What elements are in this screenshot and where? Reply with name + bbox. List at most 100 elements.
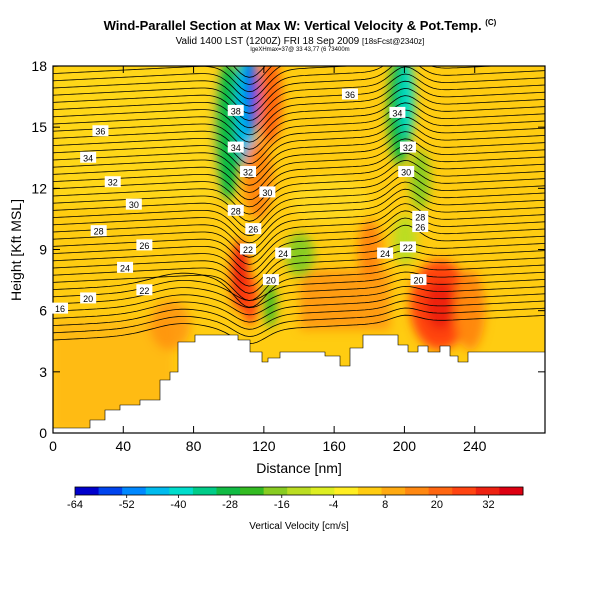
colorbar-tick-label: 32 bbox=[482, 499, 494, 511]
isentrope-label: 26 bbox=[139, 241, 149, 251]
colorbar-tick-label: -16 bbox=[274, 499, 290, 511]
colorbar-swatch bbox=[75, 487, 100, 495]
colorbar-swatch bbox=[240, 487, 265, 495]
isentrope bbox=[53, 249, 545, 294]
isentrope bbox=[53, 116, 545, 172]
x-tick-label: 80 bbox=[186, 438, 202, 454]
isentrope-label: 24 bbox=[120, 263, 130, 273]
y-tick-label: 15 bbox=[31, 119, 47, 135]
isentrope-label-bg bbox=[104, 176, 121, 188]
isentrope bbox=[53, 257, 545, 301]
isentrope-label-bg bbox=[399, 141, 416, 153]
isentrope bbox=[53, 123, 545, 179]
isentrope bbox=[53, 217, 545, 273]
colorbar-tick-label: -40 bbox=[170, 499, 186, 511]
x-axis: 0 40 80 120 160 200 240 bbox=[49, 66, 487, 454]
isentrope-label-bg bbox=[341, 88, 358, 100]
x-tick-label: 120 bbox=[252, 438, 276, 454]
isentrope-label-bg bbox=[80, 151, 97, 163]
colorbar-swatch bbox=[98, 487, 123, 495]
copyright-mark: (C) bbox=[485, 18, 497, 27]
isentrope-label-bg bbox=[410, 274, 427, 286]
colorbar-swatch bbox=[192, 487, 217, 495]
isentrope-label-bg bbox=[80, 292, 97, 304]
isentrope bbox=[53, 264, 545, 308]
isentrope-label-bg bbox=[136, 239, 153, 251]
isentrope-label: 34 bbox=[231, 143, 241, 153]
x-axis-label: Distance [nm] bbox=[256, 460, 342, 476]
isentrope-label: 34 bbox=[392, 108, 402, 118]
isentrope-label: 36 bbox=[95, 127, 105, 137]
colorbar-tick-label: -28 bbox=[222, 499, 238, 511]
colorbar-tick-label: 8 bbox=[382, 499, 388, 511]
isentrope-label: 32 bbox=[243, 168, 253, 178]
colorbar-label: Vertical Velocity [cm/s] bbox=[249, 521, 349, 532]
isentrope bbox=[53, 210, 545, 265]
x-tick-label: 0 bbox=[49, 438, 57, 454]
isentrope-label: 36 bbox=[345, 90, 355, 100]
isentrope-label-bg bbox=[227, 141, 244, 153]
isentrope-label: 38 bbox=[231, 106, 241, 116]
isentrope-label: 30 bbox=[262, 188, 272, 198]
isentrope bbox=[53, 195, 545, 251]
isentrope-label: 22 bbox=[403, 243, 413, 253]
isentrope-label-bg bbox=[398, 166, 415, 178]
isentrope-label: 32 bbox=[108, 178, 118, 188]
isentrope-label-bg bbox=[275, 247, 292, 259]
terrain-mask bbox=[53, 334, 545, 433]
colorbar-swatch bbox=[169, 487, 194, 495]
colorbar-swatch bbox=[310, 487, 335, 495]
isentrope-label-bg bbox=[240, 243, 257, 255]
isentrope-label: 20 bbox=[83, 294, 93, 304]
isentrope-label: 26 bbox=[415, 223, 425, 233]
isentrope bbox=[53, 66, 356, 100]
isentrope-label-bg bbox=[125, 198, 142, 210]
colorbar-swatch bbox=[216, 487, 241, 495]
isentrope bbox=[53, 87, 545, 143]
isentrope-label: 28 bbox=[231, 206, 241, 216]
y-tick-label: 12 bbox=[31, 180, 47, 196]
isentrope-label: 20 bbox=[413, 276, 423, 286]
isentrope-label: 26 bbox=[248, 225, 258, 235]
isentrope-label-bg bbox=[377, 247, 394, 259]
y-axis-label: Height [Kft MSL] bbox=[8, 199, 24, 301]
isentrope-label: 28 bbox=[94, 227, 104, 237]
forecast-tag: [18sFcst@2340z] bbox=[362, 37, 425, 46]
isentrope-label: 22 bbox=[243, 245, 253, 255]
y-tick-label: 0 bbox=[39, 425, 47, 441]
isentrope bbox=[53, 181, 545, 237]
isentrope-label: 34 bbox=[83, 153, 93, 163]
isentrope bbox=[53, 131, 545, 186]
isentrope-label-bg bbox=[399, 241, 416, 253]
isentrope-label-bg bbox=[262, 274, 279, 286]
isentrope bbox=[53, 203, 545, 258]
isentrope-label-bg bbox=[117, 261, 134, 273]
isentrope bbox=[53, 242, 545, 287]
isentrope-label-bg bbox=[412, 221, 429, 233]
colorbar-swatch bbox=[263, 487, 288, 495]
colorbar-swatch bbox=[122, 487, 147, 495]
y-tick-label: 18 bbox=[31, 58, 47, 74]
isentrope-lines bbox=[53, 66, 545, 345]
isentrope bbox=[53, 307, 545, 337]
colorbar-swatch bbox=[428, 487, 453, 495]
isentrope bbox=[53, 152, 545, 208]
isentrope bbox=[53, 95, 545, 150]
isentrope bbox=[53, 73, 545, 129]
isentrope-label-bg bbox=[136, 284, 153, 296]
isentrope bbox=[53, 159, 545, 215]
y-tick-label: 3 bbox=[39, 364, 47, 380]
colorbar-tick-label: -52 bbox=[119, 499, 135, 511]
colorbar-swatch bbox=[357, 487, 383, 495]
colorbar-swatch bbox=[381, 487, 406, 495]
colorbar-frame bbox=[74, 486, 524, 496]
isentrope-label: 24 bbox=[380, 249, 390, 259]
isentrope-label-bg bbox=[227, 104, 244, 116]
colorbar-tick-label: -4 bbox=[329, 499, 339, 511]
isentrope-label: 24 bbox=[278, 249, 288, 259]
colorbar-swatch bbox=[287, 487, 312, 495]
isentrope-label: 30 bbox=[129, 200, 139, 210]
valid-time-line: Valid 1400 LST (1200Z) FRI 18 Sep 2009 [… bbox=[175, 36, 425, 47]
